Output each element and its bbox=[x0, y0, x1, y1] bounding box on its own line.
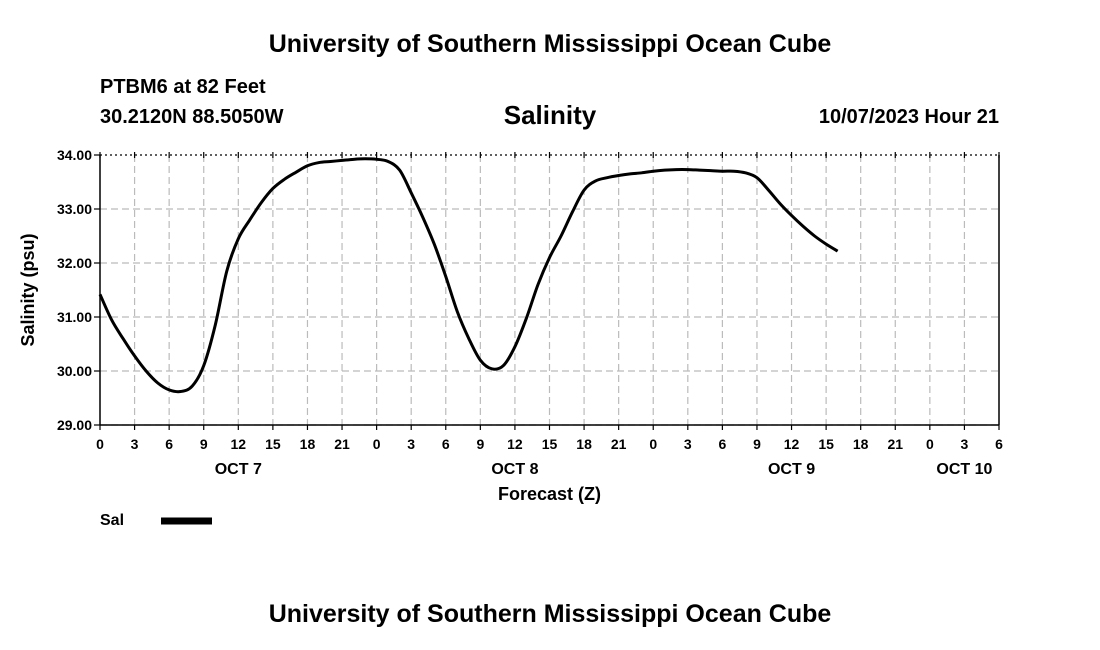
x-tick-label: 15 bbox=[542, 436, 558, 452]
x-tick-label: 9 bbox=[200, 436, 208, 452]
datetime-label: 10/07/2023 Hour 21 bbox=[818, 106, 999, 128]
x-tick-label: 21 bbox=[887, 436, 903, 452]
x-tick-label: 6 bbox=[442, 436, 450, 452]
x-tick-label: 3 bbox=[961, 436, 969, 452]
x-tick-label: 0 bbox=[96, 436, 104, 452]
legend-label: Sal bbox=[100, 512, 124, 529]
y-tick-label: 31.00 bbox=[57, 309, 92, 325]
x-tick-label: 18 bbox=[853, 436, 869, 452]
x-tick-label: 12 bbox=[784, 436, 800, 452]
day-label: OCT 9 bbox=[768, 461, 815, 478]
variable-title: Salinity bbox=[503, 100, 597, 130]
x-tick-label: 15 bbox=[818, 436, 834, 452]
x-axis-title: Forecast (Z) bbox=[498, 484, 601, 504]
x-tick-label: 12 bbox=[507, 436, 523, 452]
day-label: OCT 7 bbox=[215, 461, 262, 478]
x-tick-label: 3 bbox=[131, 436, 139, 452]
chart-title-bottom: University of Southern Mississippi Ocean… bbox=[268, 600, 832, 628]
chart-title-top: University of Southern Mississippi Ocean… bbox=[268, 30, 832, 58]
x-tick-label: 6 bbox=[718, 436, 726, 452]
y-tick-label: 32.00 bbox=[57, 255, 92, 271]
coordinates-label: 30.2120N 88.5050W bbox=[100, 106, 284, 128]
x-tick-label: 0 bbox=[926, 436, 934, 452]
day-label: OCT 10 bbox=[936, 461, 992, 478]
y-axis-title: Salinity (psu) bbox=[18, 233, 38, 346]
x-tick-label: 9 bbox=[753, 436, 761, 452]
x-tick-label: 3 bbox=[684, 436, 692, 452]
x-tick-label: 15 bbox=[265, 436, 281, 452]
x-tick-label: 0 bbox=[649, 436, 657, 452]
x-tick-label: 6 bbox=[995, 436, 1003, 452]
y-tick-label: 30.00 bbox=[57, 363, 92, 379]
x-tick-label: 18 bbox=[576, 436, 592, 452]
x-tick-label: 21 bbox=[611, 436, 627, 452]
x-tick-label: 18 bbox=[300, 436, 316, 452]
y-tick-label: 33.00 bbox=[57, 201, 92, 217]
y-tick-label: 34.00 bbox=[57, 147, 92, 163]
x-tick-label: 6 bbox=[165, 436, 173, 452]
series-line-sal bbox=[98, 157, 839, 394]
station-label: PTBM6 at 82 Feet bbox=[100, 76, 266, 98]
x-tick-label: 9 bbox=[476, 436, 484, 452]
x-tick-label: 21 bbox=[334, 436, 350, 452]
x-tick-label: 3 bbox=[407, 436, 415, 452]
y-tick-label: 29.00 bbox=[57, 417, 92, 433]
x-tick-label: 0 bbox=[373, 436, 381, 452]
day-label: OCT 8 bbox=[491, 461, 538, 478]
x-tick-label: 12 bbox=[231, 436, 247, 452]
